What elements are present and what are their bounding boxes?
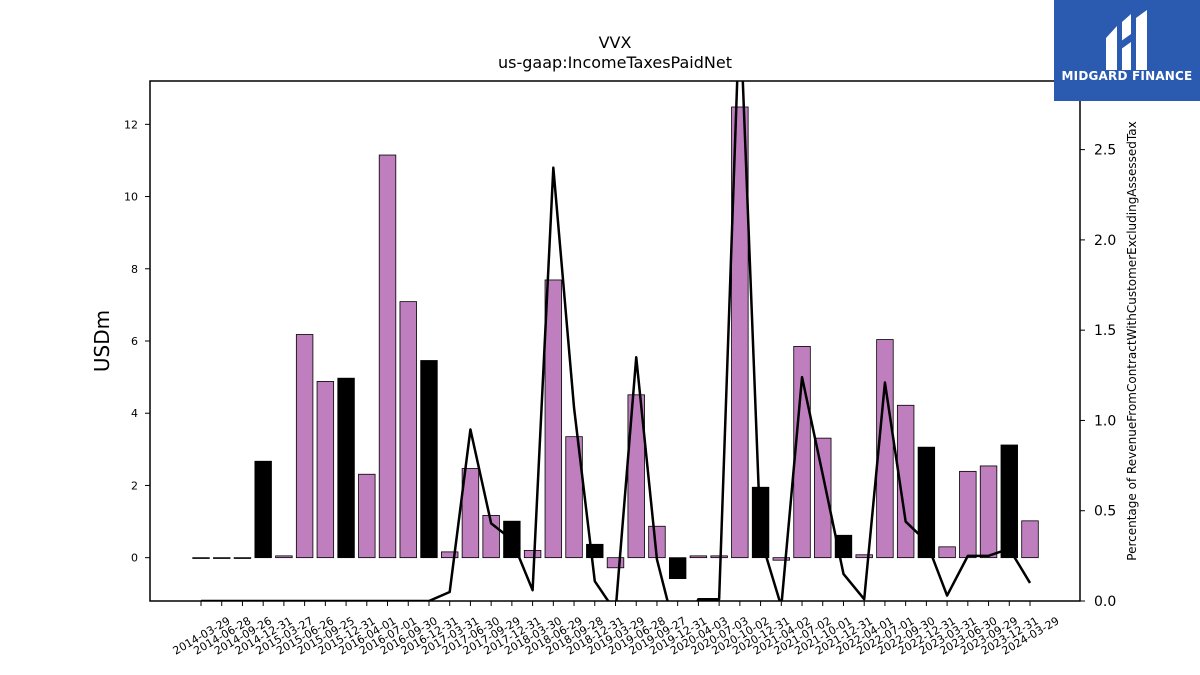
bar-2022-07-01 xyxy=(876,339,894,559)
bar-2016-04-01 xyxy=(358,473,376,559)
bar-2015-09-25 xyxy=(316,381,335,559)
chart-title: VVX xyxy=(599,33,632,52)
y-tick-label: 0 xyxy=(131,552,138,565)
y-axis-label: USDm xyxy=(90,310,114,372)
bar-2023-06-30 xyxy=(959,470,977,559)
bar-2015-12-31 xyxy=(337,377,355,559)
bar-2014-12-31 xyxy=(254,460,272,559)
bar-2023-12-31 xyxy=(1000,444,1018,559)
right-axis: 0.0 0.5 1.0 1.5 2.0 2.5 xyxy=(1080,143,1116,610)
bar-2014-09-26 xyxy=(233,557,252,559)
bar-2017-03-31 xyxy=(441,551,459,559)
bar-2022-09-30 xyxy=(896,404,915,559)
bar-2014-06-28 xyxy=(213,557,231,559)
bars-layer xyxy=(192,106,1039,580)
x-axis: 2014-03-292014-06-282014-09-262014-12-31… xyxy=(171,601,1062,658)
y2-tick-label: 0.5 xyxy=(1094,504,1116,520)
bar-2020-04-03 xyxy=(689,555,708,559)
bar-2023-03-31 xyxy=(938,546,956,559)
bar-2018-09-28 xyxy=(565,436,583,559)
y2-tick-label: 2.0 xyxy=(1094,233,1116,249)
bar-2022-04-01 xyxy=(855,554,873,559)
chart-subtitle: us-gaap:IncomeTaxesPaidNet xyxy=(498,53,732,72)
line-series xyxy=(201,81,1032,601)
bar-2017-06-30 xyxy=(461,468,480,559)
bar-2018-06-29 xyxy=(544,279,563,559)
y-tick-label: 4 xyxy=(131,407,138,420)
bar-2016-07-01 xyxy=(378,154,397,559)
bar-2016-09-30 xyxy=(399,301,417,559)
brand-logo: MIDGARD FINANCE xyxy=(1054,0,1200,101)
bar-2021-10-01 xyxy=(814,437,832,559)
bar-2019-12-31 xyxy=(668,557,687,580)
y-tick-label: 12 xyxy=(124,118,138,131)
logo-text: MIDGARD FINANCE xyxy=(1061,69,1193,83)
y-tick-label: 2 xyxy=(131,479,138,492)
y2-tick-label: 1.0 xyxy=(1094,413,1116,429)
bar-2023-09-29 xyxy=(979,465,998,559)
bar-2019-06-28 xyxy=(627,394,645,559)
bar-2014-03-29 xyxy=(192,557,210,559)
y-tick-label: 6 xyxy=(131,335,138,348)
bar-2024-03-29 xyxy=(1021,520,1039,559)
bar-2018-12-31 xyxy=(586,543,604,559)
y2-tick-label: 1.5 xyxy=(1094,323,1116,339)
bar-2015-03-27 xyxy=(275,555,293,559)
bar-2022-12-31 xyxy=(917,446,936,559)
y2-axis-label: Percentage of RevenueFromContractWithCus… xyxy=(1125,121,1139,560)
bar-2016-12-31 xyxy=(420,360,438,559)
bar-2018-03-30 xyxy=(523,550,542,559)
y-tick-label: 8 xyxy=(131,263,138,276)
bar-2015-06-26 xyxy=(295,334,314,559)
bar-2021-04-02 xyxy=(772,557,790,561)
bar-2019-03-29 xyxy=(606,557,625,569)
left-axis: 0 2 4 6 8 10 12 xyxy=(124,118,150,565)
y2-tick-label: 2.5 xyxy=(1094,143,1116,159)
plot-frame xyxy=(149,80,1081,602)
logo-mark-icon xyxy=(1106,10,1147,70)
line-layer xyxy=(201,81,1032,601)
bar-2020-07-03 xyxy=(710,555,728,559)
bar-2020-10-02 xyxy=(731,106,749,559)
y2-tick-label: 0.0 xyxy=(1094,594,1116,610)
y-tick-label: 10 xyxy=(124,191,138,204)
